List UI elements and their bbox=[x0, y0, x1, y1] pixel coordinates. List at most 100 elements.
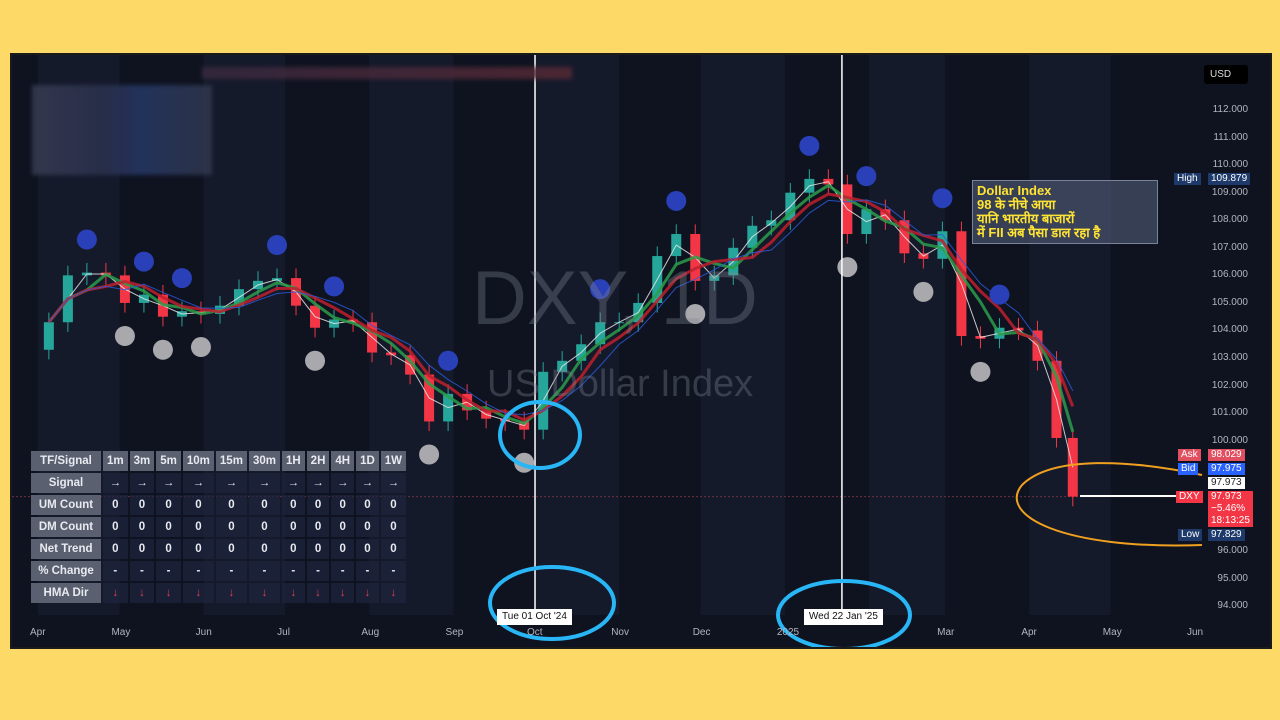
table-cell: → bbox=[306, 473, 330, 493]
row-label: Signal bbox=[31, 473, 101, 493]
table-header-cell: 2H bbox=[306, 451, 330, 471]
table-cell: → bbox=[356, 473, 379, 493]
table-cell: 0 bbox=[380, 495, 407, 515]
table-cell: - bbox=[306, 561, 330, 581]
table-cell: - bbox=[156, 561, 181, 581]
table-row: UM Count 0 0 0 0 0 0 0 0 0 0 0 bbox=[31, 495, 407, 515]
bullish-signal-dot bbox=[419, 444, 440, 465]
table-cell: → bbox=[248, 473, 280, 493]
bar-countdown: 18:13:25 bbox=[1211, 515, 1250, 526]
table-header-cell: 1W bbox=[380, 451, 407, 471]
bullish-signal-dot bbox=[114, 325, 135, 346]
bullish-signal-dot bbox=[685, 303, 706, 324]
bullish-signal-dot bbox=[152, 339, 173, 360]
note-line: 98 के नीचे आया bbox=[977, 197, 1056, 212]
table-cell: → bbox=[182, 473, 214, 493]
table-cell: 0 bbox=[380, 517, 407, 537]
symbol-tag: DXY bbox=[1176, 491, 1203, 503]
table-cell: 0 bbox=[156, 539, 181, 559]
time-tick: 2025 bbox=[776, 627, 800, 638]
bearish-signal-dot bbox=[799, 135, 820, 156]
price-tick: 110.000 bbox=[1212, 159, 1248, 171]
time-tick: May bbox=[111, 627, 131, 638]
bearish-signal-dot bbox=[666, 190, 687, 211]
bullish-signal-dot bbox=[190, 337, 211, 358]
time-tick: Apr bbox=[1021, 627, 1037, 638]
table-cell: ↓ bbox=[103, 583, 128, 603]
percent-change: −5.46% bbox=[1211, 503, 1246, 514]
price-tick: 101.000 bbox=[1211, 407, 1248, 419]
band bbox=[700, 55, 785, 615]
table-header-cell: 5m bbox=[156, 451, 181, 471]
candle bbox=[43, 322, 54, 350]
bearish-signal-dot bbox=[76, 229, 97, 250]
table-cell: 0 bbox=[306, 517, 330, 537]
bid-price: 97.975 bbox=[1208, 463, 1245, 475]
note-line: Dollar Index bbox=[977, 183, 1052, 198]
annotation-note[interactable]: Dollar Index 98 के नीचे आया यानि भारतीय … bbox=[972, 180, 1158, 244]
currency-button[interactable]: USD bbox=[1204, 65, 1248, 84]
bearish-signal-dot bbox=[856, 166, 877, 187]
table-cell: 0 bbox=[103, 495, 128, 515]
price-tick: 96.000 bbox=[1217, 544, 1248, 556]
table-cell: → bbox=[331, 473, 355, 493]
highlight-circle bbox=[498, 400, 582, 470]
price-chart[interactable] bbox=[12, 55, 1270, 647]
note-line: में FII अब पैसा डाल रहा है bbox=[977, 225, 1101, 240]
table-cell: - bbox=[356, 561, 379, 581]
table-cell: 0 bbox=[248, 539, 280, 559]
row-label: HMA Dir bbox=[31, 583, 101, 603]
price-tick: 106.000 bbox=[1211, 269, 1248, 281]
table-cell: 0 bbox=[182, 539, 214, 559]
table-cell: → bbox=[281, 473, 305, 493]
table-cell: 0 bbox=[182, 517, 214, 537]
row-label: Net Trend bbox=[31, 539, 101, 559]
table-cell: 0 bbox=[331, 495, 355, 515]
date-marker-label: Wed 22 Jan '25 bbox=[803, 609, 883, 625]
bearish-signal-dot bbox=[989, 284, 1010, 305]
time-tick: Jul bbox=[277, 627, 290, 638]
table-header-cell: 1m bbox=[103, 451, 128, 471]
ask-label: Ask bbox=[1178, 449, 1201, 461]
table-cell: → bbox=[380, 473, 407, 493]
bearish-signal-dot bbox=[438, 350, 459, 371]
table-header-cell: 4H bbox=[331, 451, 355, 471]
table-header-cell: 3m bbox=[129, 451, 155, 471]
price-tick: 109.000 bbox=[1211, 186, 1248, 198]
table-cell: → bbox=[215, 473, 247, 493]
bullish-signal-dot bbox=[913, 281, 934, 302]
table-cell: ↓ bbox=[380, 583, 407, 603]
table-cell: - bbox=[182, 561, 214, 581]
row-label: UM Count bbox=[31, 495, 101, 515]
price-tick: 104.000 bbox=[1211, 324, 1248, 336]
signal-table: TF/Signal 1m 3m 5m 10m 15m 30m 1H 2H 4H 1D 1W Signal… bbox=[29, 449, 408, 605]
table-cell: ↓ bbox=[215, 583, 247, 603]
table-cell: 0 bbox=[306, 495, 330, 515]
bullish-signal-dot bbox=[837, 257, 858, 278]
time-tick: May bbox=[1102, 627, 1122, 638]
band bbox=[1029, 55, 1111, 615]
price-tick: 108.000 bbox=[1211, 214, 1248, 226]
price-tick: 100.000 bbox=[1211, 434, 1248, 446]
high-label: High bbox=[1174, 173, 1201, 185]
table-cell: 0 bbox=[129, 539, 155, 559]
row-label: % Change bbox=[31, 561, 101, 581]
table-header-cell: 1H bbox=[281, 451, 305, 471]
table-row: DM Count 0 0 0 0 0 0 0 0 0 0 0 bbox=[31, 517, 407, 537]
row-label: DM Count bbox=[31, 517, 101, 537]
table-cell: 0 bbox=[182, 495, 214, 515]
high-price: 109.879 bbox=[1208, 173, 1251, 185]
table-row: Net Trend 0 0 0 0 0 0 0 0 0 0 0 bbox=[31, 539, 407, 559]
table-cell: → bbox=[156, 473, 181, 493]
time-tick: Dec bbox=[692, 627, 711, 638]
chart-window[interactable]: DXY, 1D US Dollar Index USD 112.000 111.0… bbox=[10, 53, 1272, 649]
table-cell: ↓ bbox=[306, 583, 330, 603]
table-cell: 0 bbox=[129, 495, 155, 515]
table-header-cell: 15m bbox=[215, 451, 247, 471]
table-cell: - bbox=[248, 561, 280, 581]
time-tick: Jun bbox=[1187, 627, 1204, 638]
bullish-signal-dot bbox=[970, 361, 991, 382]
time-tick: Oct bbox=[527, 627, 543, 638]
highlight-circle bbox=[488, 565, 616, 641]
indicator-line bbox=[47, 192, 1075, 422]
